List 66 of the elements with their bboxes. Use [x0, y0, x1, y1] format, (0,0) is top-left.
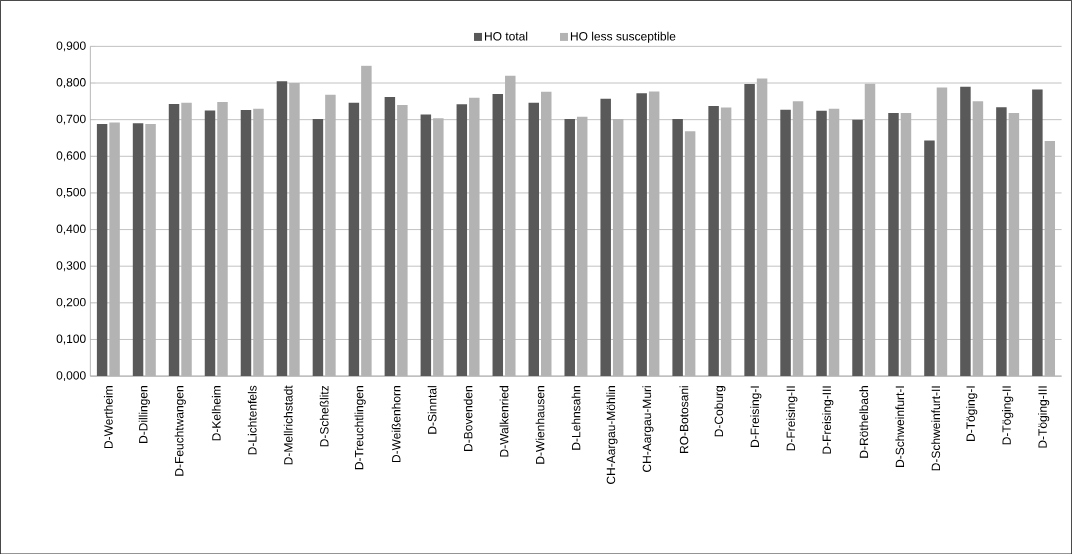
x-tick-label: D-Coburg [714, 385, 726, 437]
bar [132, 123, 144, 376]
x-tick-label: D-Lehnsahn [571, 385, 581, 450]
bar [672, 118, 683, 376]
y-tick-label: 0,100 [56, 334, 86, 345]
x-tick-label: D-Wienhausen [535, 385, 545, 464]
y-tick-label: 0,300 [56, 261, 86, 271]
x-tick-label: D-Töging-I [966, 386, 978, 441]
bar [816, 110, 827, 376]
x-tick-label: D-Dillingen [138, 385, 150, 443]
bar [348, 102, 360, 376]
bar [960, 86, 971, 376]
bar [96, 123, 108, 376]
bar [492, 93, 504, 376]
bar [384, 96, 396, 376]
x-tick-label: RO-Botosani [679, 385, 689, 453]
x-tick-label: D-Lichtenfels [247, 385, 257, 455]
bar [708, 105, 719, 376]
bar [852, 119, 863, 376]
bar [996, 107, 1007, 376]
x-tick-label: D-Treuchtlingen [354, 385, 366, 469]
x-tick-label: D-Mellrichstadt [283, 385, 293, 465]
legend-label: HO total [485, 31, 528, 41]
bar [1032, 89, 1043, 376]
x-tick-label: D-Freising-III [822, 386, 834, 454]
bar [276, 80, 288, 376]
x-tick-label: D-Feuchtwangen [174, 385, 186, 476]
bar [312, 118, 324, 376]
y-tick-label: 0,500 [56, 187, 86, 198]
x-tick-label: D-Bovenden [463, 385, 473, 451]
x-tick-label: D-Scheßlitz [319, 385, 329, 447]
y-tick-label: 0,800 [56, 77, 86, 88]
x-tick-label: CH-Aargau-Muri [642, 385, 654, 472]
bar [456, 104, 468, 376]
x-tick-label: CH-Aargau-Möhlin [606, 385, 618, 484]
bar [420, 114, 432, 376]
bar [600, 98, 611, 376]
y-tick-label: 0,900 [56, 41, 86, 52]
x-tick-label: D-Weißenhorn [391, 385, 401, 462]
x-tick-label: D-Freising-I [750, 386, 762, 447]
x-tick-label: D-Töging-III [1038, 386, 1050, 448]
x-tick-label: D-Schweinfurt-II [931, 386, 941, 471]
bar [636, 93, 647, 376]
bar [204, 110, 216, 376]
x-tick-label: D-Kelheim [211, 385, 221, 441]
y-tick-label: 0,200 [56, 297, 86, 308]
bar [528, 102, 539, 376]
y-tick-label: 0,000 [56, 370, 86, 381]
x-tick-label: D-Töging-II [1002, 386, 1014, 445]
bar [168, 103, 180, 376]
bar [888, 112, 899, 376]
bar [780, 109, 791, 376]
x-tick-label: D-Sinntal [427, 385, 437, 434]
y-tick-label: 0,600 [56, 151, 86, 162]
x-tick-label: D-Freising-II [786, 386, 798, 451]
bar [744, 83, 755, 376]
bar [240, 109, 252, 376]
legend-label: HO less susceptible [570, 31, 676, 43]
x-tick-label: D-Wertheim [103, 385, 113, 448]
bar [924, 140, 935, 376]
x-tick-label: D-Röthelbach [859, 385, 869, 458]
x-tick-label: D-Walkenried [499, 385, 509, 457]
y-tick-label: 0,400 [56, 224, 86, 235]
bar [564, 118, 575, 376]
y-tick-label: 0,700 [56, 114, 86, 125]
x-tick-label: D-Schweinfurt-I [895, 386, 905, 467]
